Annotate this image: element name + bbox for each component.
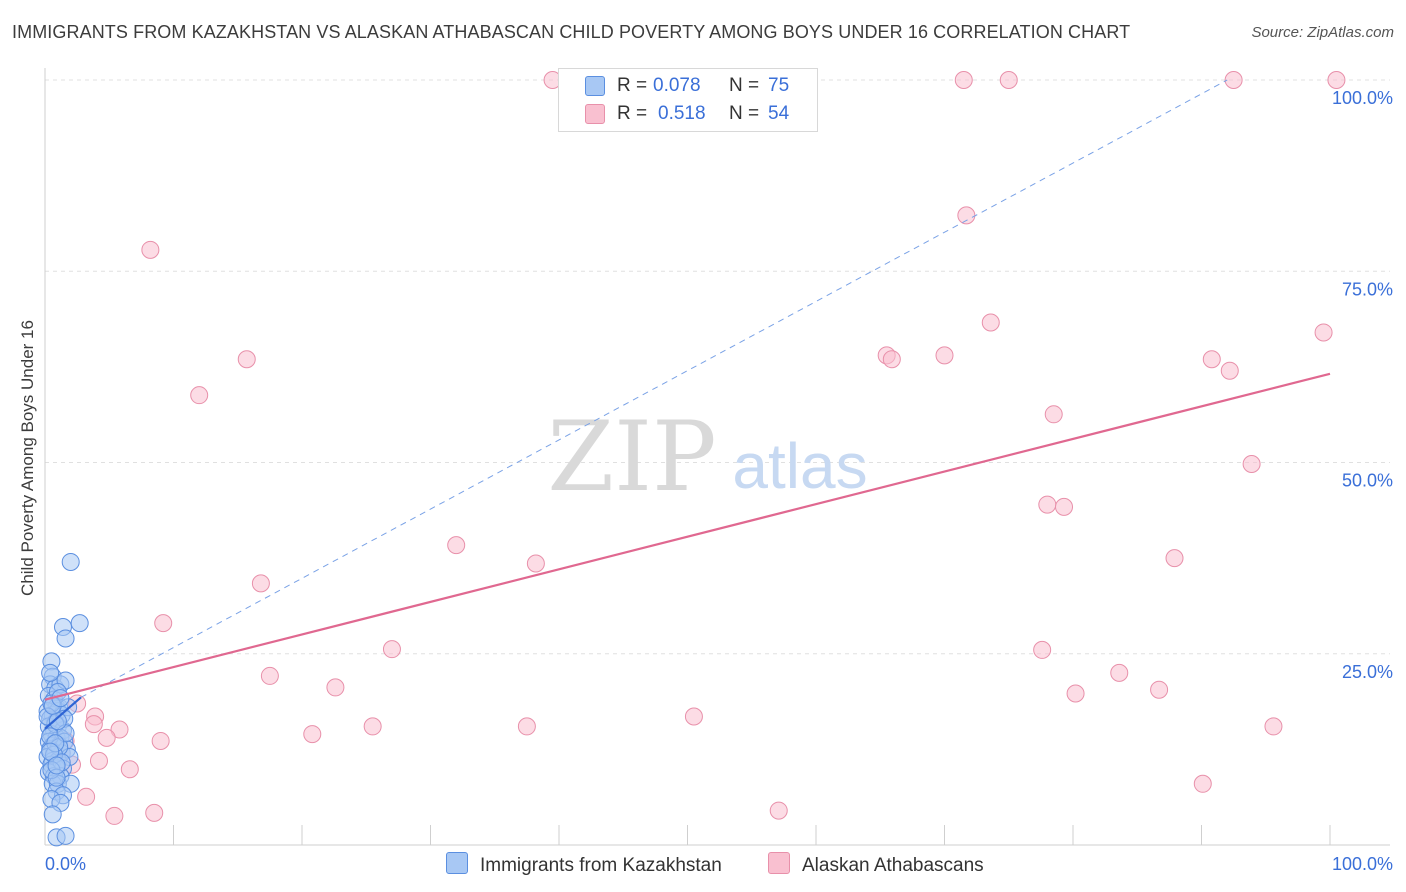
data-point-athabascan (1110, 663, 1129, 682)
data-point-athabascan (1038, 495, 1057, 514)
trendline-athabascan (44, 372, 1331, 701)
trendlines (44, 79, 1331, 730)
y-tick-label: 25.0% (1342, 662, 1393, 682)
data-point-athabascan (981, 313, 1000, 332)
data-point-athabascan (882, 350, 901, 369)
data-point-athabascan (1044, 405, 1063, 424)
x-tick-label: 0.0% (45, 854, 86, 874)
data-point-athabascan (1165, 549, 1184, 568)
data-point-athabascan (1220, 361, 1239, 380)
data-point-athabascan (363, 717, 382, 736)
axis-ticks: 25.0% 50.0% 75.0% 100.0% 0.0% 100.0% (45, 88, 1393, 874)
data-point-athabascan (999, 71, 1018, 89)
data-point-athabascan (1202, 350, 1221, 369)
legend-n-label: N = (729, 103, 760, 124)
bottom-legend-label-kazakhstan: Immigrants from Kazakhstan (480, 855, 722, 876)
data-point-kazakhstan (48, 712, 67, 731)
bottom-legend-kazakhstan: Immigrants from Kazakhstan (446, 852, 722, 877)
grid (44, 68, 1390, 846)
data-point-kazakhstan (41, 663, 60, 682)
data-point-kazakhstan (56, 629, 75, 648)
data-point-athabascan (89, 751, 108, 770)
y-tick-label: 50.0% (1342, 471, 1393, 491)
data-point-athabascan (141, 240, 160, 259)
watermark-atlas: atlas (732, 430, 867, 502)
data-point-athabascan (145, 803, 164, 822)
data-point-athabascan (237, 350, 256, 369)
data-point-athabascan (190, 386, 209, 405)
data-point-athabascan (1055, 497, 1074, 516)
data-point-athabascan (1224, 71, 1243, 89)
legend-swatch-athabascan (585, 104, 605, 124)
data-point-athabascan (84, 715, 103, 734)
watermark-zip: ZIP (547, 401, 716, 513)
data-point-athabascan (1150, 680, 1169, 699)
legend-n-label: N = (729, 75, 760, 96)
data-point-athabascan (105, 806, 124, 825)
data-point-athabascan (120, 760, 139, 779)
legend-n-value-kazakhstan: 75 (768, 75, 790, 96)
data-point-kazakhstan (56, 826, 75, 845)
data-point-athabascan (447, 536, 466, 555)
data-point-athabascan (154, 614, 173, 633)
chart-title: IMMIGRANTS FROM KAZAKHSTAN VS ALASKAN AT… (12, 22, 1131, 42)
trendline-kazakhstan (80, 79, 1228, 698)
data-point-athabascan (303, 725, 322, 744)
data-point-athabascan (1193, 774, 1212, 793)
data-point-athabascan (326, 678, 345, 697)
legend-swatch-kazakhstan (585, 76, 605, 96)
watermark: ZIP atlas (547, 401, 867, 513)
correlation-legend: R = 0.078 N = 75 R = 0.518 N = 54 (558, 68, 818, 132)
data-point-athabascan (1242, 455, 1261, 474)
data-point-athabascan (769, 801, 788, 820)
data-point-athabascan (1066, 684, 1085, 703)
data-point-athabascan (151, 731, 170, 750)
data-point-kazakhstan (70, 614, 89, 633)
bottom-legend-athabascan: Alaskan Athabascans (768, 852, 984, 877)
bottom-legend-swatch-kazakhstan (446, 852, 468, 874)
data-point-kazakhstan (47, 756, 66, 775)
data-point-athabascan (1033, 640, 1052, 659)
data-point-kazakhstan (61, 552, 80, 571)
data-point-athabascan (251, 574, 270, 593)
data-point-athabascan (684, 707, 703, 726)
legend-r-label: R = (617, 103, 648, 124)
data-point-athabascan (260, 666, 279, 685)
y-tick-label: 100.0% (1332, 88, 1393, 108)
data-point-athabascan (382, 640, 401, 659)
data-point-athabascan (954, 71, 973, 89)
data-point-athabascan (97, 728, 116, 747)
data-point-athabascan (526, 554, 545, 573)
data-point-athabascan (1314, 323, 1333, 342)
legend-r-value-athabascan: 0.518 (658, 103, 706, 124)
legend-r-value-kazakhstan: 0.078 (653, 75, 701, 96)
data-point-athabascan (1327, 71, 1346, 89)
bottom-legend-label-athabascan: Alaskan Athabascans (802, 855, 984, 876)
data-point-kazakhstan (43, 805, 62, 824)
data-point-athabascan (110, 720, 129, 739)
bottom-legend-swatch-athabascan (768, 852, 790, 874)
y-tick-label: 75.0% (1342, 279, 1393, 299)
data-point-athabascan (77, 787, 96, 806)
legend-r-label: R = (617, 75, 648, 96)
data-point-athabascan (1264, 717, 1283, 736)
legend-n-value-athabascan: 54 (768, 103, 790, 124)
data-point-athabascan (957, 206, 976, 225)
data-point-athabascan (935, 346, 954, 365)
trendline-kazakhstan (44, 696, 82, 730)
x-tick-label: 100.0% (1332, 854, 1393, 874)
source-label: Source: ZipAtlas.com (1251, 24, 1394, 41)
data-point-athabascan (517, 717, 536, 736)
